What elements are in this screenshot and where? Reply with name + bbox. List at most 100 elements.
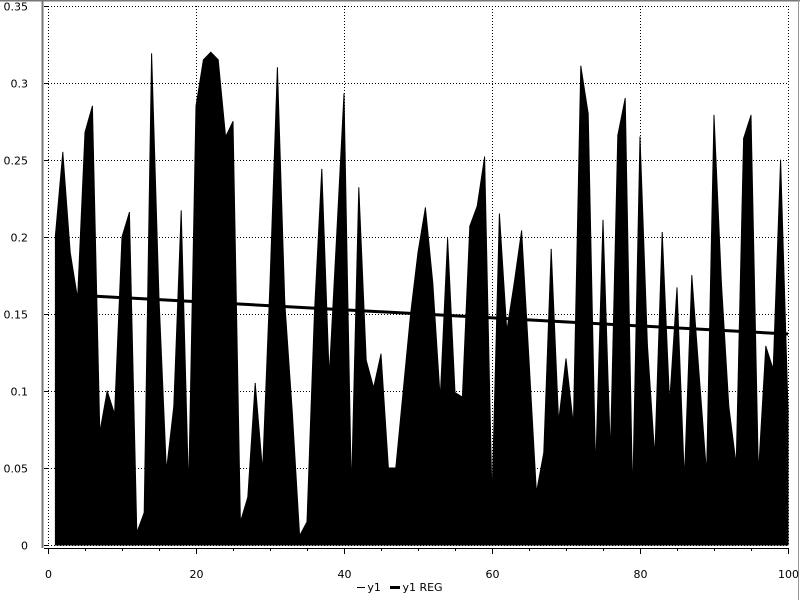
- series-y1: [54, 51, 789, 546]
- x-tick-label: 80: [634, 568, 648, 581]
- data-point-y1: [461, 396, 463, 398]
- data-point-y1: [262, 470, 264, 472]
- data-point-y1: [136, 532, 138, 534]
- data-point-y1: [595, 470, 597, 472]
- data-point-y1: [336, 236, 338, 238]
- y-tick-label: 0.25: [4, 155, 29, 168]
- data-point-y1: [720, 282, 722, 284]
- data-point-y1: [180, 210, 182, 212]
- data-point-y1: [565, 358, 567, 360]
- data-point-y1: [225, 136, 227, 138]
- y-tick-label: 0: [21, 540, 28, 553]
- data-point-y1: [654, 456, 656, 458]
- data-point-y1: [728, 405, 730, 407]
- y-tick-label: 0.35: [4, 1, 29, 14]
- y-tick-label: 0.05: [4, 463, 29, 476]
- data-point-y1: [787, 409, 789, 410]
- series-y1-reg: [55, 292, 789, 336]
- data-point-y1: [402, 390, 404, 392]
- data-point-y1: [210, 51, 212, 53]
- y-axis-ticks: 0 0.05 0.1 0.15 0.2 0.25 0.3 0.35: [4, 1, 48, 553]
- data-point-y1: [743, 137, 745, 139]
- data-point-y1: [543, 452, 545, 454]
- data-point-y1: [128, 211, 130, 213]
- data-point-y1: [646, 344, 648, 346]
- y-tick-label: 0.15: [4, 309, 29, 322]
- data-point-y1: [91, 105, 93, 107]
- data-point-y1: [558, 421, 560, 423]
- data-point-y1: [151, 53, 153, 55]
- regression-line: [55, 292, 789, 336]
- data-point-y1: [528, 359, 530, 361]
- data-point-y1: [691, 275, 693, 276]
- data-point-y1: [143, 512, 145, 514]
- data-point-y1: [114, 413, 116, 415]
- data-point-y1: [661, 231, 663, 233]
- data-point-y1: [69, 251, 71, 253]
- data-point-y1: [299, 535, 301, 537]
- data-point-y1: [535, 492, 537, 494]
- data-point-y1: [380, 353, 382, 355]
- data-point-y1: [99, 432, 101, 434]
- data-point-y1: [328, 376, 330, 378]
- data-point-y1: [291, 410, 293, 412]
- y-tick-label: 0.2: [11, 232, 29, 245]
- data-point-y1: [454, 392, 456, 393]
- data-point-y1: [521, 230, 523, 232]
- data-point-y1: [121, 236, 123, 238]
- data-point-y1: [321, 168, 323, 170]
- data-point-y1: [676, 287, 678, 289]
- y-tick-label: 0.1: [11, 386, 29, 399]
- data-point-y1: [432, 282, 434, 284]
- x-tick-label: 20: [190, 568, 204, 581]
- data-point-y1: [343, 93, 345, 95]
- data-point-y1: [254, 382, 256, 384]
- data-point-y1: [476, 205, 478, 207]
- data-point-y1: [513, 282, 515, 284]
- data-point-y1: [587, 113, 589, 115]
- data-point-y1: [772, 368, 774, 370]
- data-point-y1: [269, 282, 271, 284]
- data-point-y1: [313, 313, 315, 315]
- data-point-y1: [639, 136, 641, 138]
- data-point-y1: [62, 151, 64, 153]
- data-point-y1: [632, 496, 634, 498]
- x-tick-label: 100: [778, 568, 799, 581]
- data-point-y1: [698, 375, 700, 377]
- data-point-y1: [447, 238, 449, 239]
- data-point-y1: [232, 121, 234, 122]
- data-point-y1: [373, 387, 375, 389]
- data-point-y1: [84, 131, 86, 133]
- data-point-y1: [750, 114, 752, 116]
- data-point-y1: [217, 59, 219, 61]
- data-point-y1: [498, 213, 500, 215]
- data-point-y1: [757, 473, 759, 475]
- data-point-y1: [706, 473, 708, 475]
- data-point-y1: [247, 496, 249, 498]
- data-point-y1: [77, 298, 79, 300]
- data-point-y1: [624, 97, 626, 99]
- data-point-y1: [469, 225, 471, 227]
- data-point-y1: [54, 235, 56, 236]
- data-point-y1: [491, 499, 493, 501]
- x-axis-ticks: 0 20 40 60 80 100: [45, 548, 799, 581]
- data-point-y1: [780, 159, 782, 161]
- y-tick-label: 0.3: [11, 78, 29, 91]
- data-point-y1: [417, 251, 419, 253]
- legend-swatch-y1: [357, 586, 366, 588]
- data-point-y1: [173, 405, 175, 407]
- data-point-y1: [602, 219, 604, 221]
- data-point-y1: [765, 345, 767, 347]
- data-point-y1: [239, 521, 241, 523]
- legend-swatch-y1-reg: [390, 585, 401, 589]
- data-point-y1: [669, 402, 671, 404]
- data-point-y1: [202, 59, 204, 61]
- data-point-y1: [276, 67, 278, 69]
- data-point-y1: [550, 248, 552, 250]
- data-point-y1: [439, 398, 441, 400]
- data-point-y1: [195, 105, 197, 107]
- x-tick-label: 40: [338, 568, 352, 581]
- data-point-y1: [165, 470, 167, 472]
